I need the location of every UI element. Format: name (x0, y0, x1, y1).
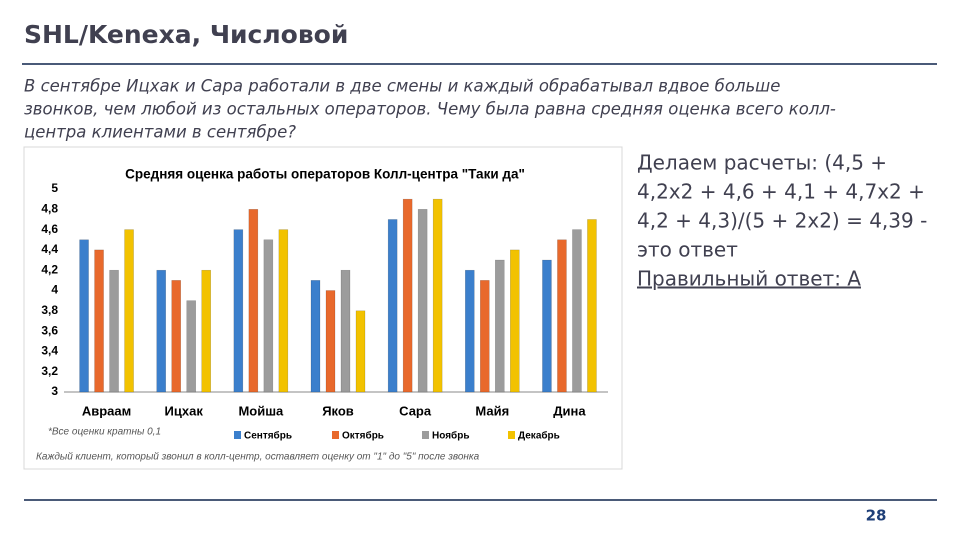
y-tick-label: 3 (51, 384, 58, 398)
bar (233, 229, 244, 393)
legend-label: Ноябрь (432, 430, 469, 442)
chart-frame (23, 146, 623, 470)
bar (417, 209, 428, 393)
slide-title: SHL/Kenexa, Числовой (24, 20, 348, 49)
bar (109, 269, 119, 393)
bar (94, 249, 104, 393)
legend-swatch (234, 431, 241, 439)
chart-title: Средняя оценка работы операторов Колл-це… (125, 167, 525, 182)
x-tick-label: Ицхак (165, 403, 204, 418)
bar (156, 269, 166, 393)
solution-line: 4,2х2 + 4,6 + 4,1 + 4,7х2 + (637, 180, 925, 204)
legend-swatch (332, 431, 339, 439)
y-tick-label: 3,6 (41, 323, 58, 337)
bar (124, 229, 134, 393)
bar (465, 269, 475, 393)
bar (387, 219, 398, 393)
bar (171, 280, 181, 393)
bar (557, 239, 567, 393)
legend-label: Октябрь (342, 430, 384, 442)
bar (79, 239, 89, 393)
bar (186, 300, 196, 393)
y-tick-label: 4,2 (41, 262, 58, 276)
chart-note: Каждый клиент, который звонил в колл-цен… (36, 452, 480, 463)
legend-swatch (508, 431, 515, 439)
solution-line: 4,2 + 4,3)/(5 + 2х2) = 4,39 - (637, 209, 927, 233)
y-tick-label: 3,8 (41, 303, 58, 317)
bar (325, 290, 336, 393)
bar (510, 249, 520, 393)
question-line: В сентябре Ицхак и Сара работали в две с… (24, 77, 780, 96)
y-tick-label: 5 (51, 181, 58, 195)
bar (542, 259, 552, 393)
solution-line: это ответ (637, 238, 738, 262)
y-tick-label: 4,8 (41, 201, 58, 215)
question-line: центра клиентами в сентябре? (24, 123, 296, 142)
legend-label: Сентябрь (244, 430, 292, 442)
bar (340, 269, 351, 393)
bar (310, 280, 321, 393)
question-line: звонков, чем любой из остальных оператор… (24, 100, 836, 119)
bar (201, 269, 211, 393)
answer: Правильный ответ: А (637, 267, 861, 291)
solution-line: Делаем расчеты: (4,5 + (637, 151, 887, 175)
bar (355, 310, 366, 393)
bar (248, 209, 259, 393)
x-tick-label: Сара (399, 403, 432, 418)
x-tick-label: Яков (322, 403, 354, 418)
bar (495, 259, 505, 393)
bar (432, 198, 443, 393)
bar (587, 219, 597, 393)
y-tick-label: 3,2 (41, 364, 58, 378)
y-tick-label: 4,6 (41, 222, 58, 236)
x-tick-label: Мойша (238, 403, 284, 418)
x-tick-label: Дина (553, 403, 586, 418)
x-tick-label: Авраам (82, 403, 131, 418)
y-tick-label: 4 (51, 283, 58, 297)
y-tick-label: 4,4 (41, 242, 58, 256)
page-number: 28 (866, 507, 887, 525)
bar (278, 229, 289, 393)
bar (572, 229, 582, 393)
x-tick-label: Майя (475, 403, 509, 418)
legend-swatch (422, 431, 429, 439)
bar (480, 280, 490, 393)
legend-label: Декабрь (518, 430, 560, 442)
bar (402, 198, 413, 393)
chart-note: *Все оценки кратны 0,1 (48, 427, 161, 438)
y-tick-label: 3,4 (41, 344, 58, 358)
bar (263, 239, 274, 393)
